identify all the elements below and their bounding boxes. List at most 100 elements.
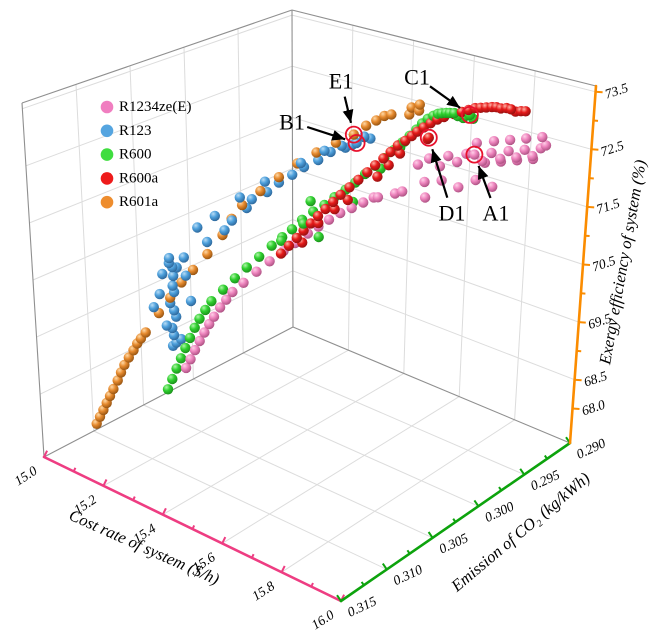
floor-grid-emission xyxy=(193,378,479,507)
data-point-R123 xyxy=(148,302,159,313)
data-point-R1234ze(E) xyxy=(476,155,488,167)
floor-grid-emission xyxy=(143,404,433,539)
data-point-R123 xyxy=(219,225,230,236)
floor-grid-emission xyxy=(93,430,388,570)
data-point-R1234ze(E) xyxy=(470,174,481,186)
tick-mark xyxy=(578,321,586,324)
leftwall-grid-z xyxy=(39,270,294,395)
rightwall-grid-z xyxy=(292,168,584,265)
floor-grid-cost xyxy=(162,372,405,516)
highlight-circle-B1 xyxy=(347,134,366,152)
data-point-R601a xyxy=(371,115,382,126)
data-point-R600a xyxy=(327,196,339,208)
data-point-R600a xyxy=(320,203,331,215)
data-point-R601a xyxy=(330,137,342,148)
data-point-R1234ze(E) xyxy=(443,150,454,162)
data-point-R1234ze(E) xyxy=(488,136,500,147)
data-point-R600a xyxy=(353,174,364,185)
data-point-R600 xyxy=(276,235,287,246)
cost-tick-label: 16.0 xyxy=(309,607,337,633)
box-edge xyxy=(21,102,45,458)
highlight-circle-C1 xyxy=(460,106,479,124)
data-point-R601a xyxy=(414,99,425,110)
floor-grid-cost xyxy=(221,396,460,544)
data-point-R600 xyxy=(298,218,309,229)
annotation-arrow-C1 xyxy=(429,85,461,109)
tick-mark xyxy=(452,518,457,523)
annotations: A1 B1 C1 D1 E1 xyxy=(279,65,509,226)
data-point-R600a xyxy=(344,182,355,193)
tick-mark xyxy=(280,565,286,573)
data-point-R1234ze(E) xyxy=(540,140,552,151)
rightwall-grid-z xyxy=(292,270,575,381)
emission-tick-label: 0.315 xyxy=(345,593,379,620)
data-point-R600 xyxy=(189,322,200,333)
legend-label-R600: R600 xyxy=(119,147,152,163)
data-point-R1234ze(E) xyxy=(527,150,538,162)
legend-label-R1234ze(E): R1234ze(E) xyxy=(119,99,191,115)
data-point-R1234ze(E) xyxy=(451,156,463,168)
data-point-R1234ze(E) xyxy=(511,152,522,163)
data-point-R600a xyxy=(291,232,302,244)
data-point-R1234ze(E) xyxy=(419,192,431,203)
data-point-R600a xyxy=(423,132,434,143)
data-point-R600a xyxy=(394,148,406,159)
data-point-R1234ze(E) xyxy=(221,294,232,305)
data-point-R123 xyxy=(161,320,172,331)
data-point-R1234ze(E) xyxy=(519,144,530,155)
tick-mark xyxy=(427,531,434,539)
data-point-R123 xyxy=(192,222,203,233)
data-point-R600 xyxy=(184,332,196,344)
data-point-R600 xyxy=(305,196,316,207)
cost-axis-title: Cost rate of system ($/h) xyxy=(66,505,222,588)
data-point-R1234ze(E) xyxy=(412,159,424,170)
tick-mark xyxy=(161,507,167,516)
data-point-R600 xyxy=(180,342,191,354)
data-point-R600 xyxy=(266,240,277,251)
data-point-R1234ze(E) xyxy=(227,286,238,298)
data-point-R601a xyxy=(187,264,199,276)
tick-mark xyxy=(72,467,77,472)
data-point-R1234ze(E) xyxy=(453,182,464,193)
legend-label-R601a: R601a xyxy=(119,194,159,210)
data-point-R1234ze(E) xyxy=(214,302,226,313)
data-point-R1234ze(E) xyxy=(521,133,532,144)
data-point-R600a xyxy=(283,240,295,251)
data-point-R1234ze(E) xyxy=(264,256,275,267)
data-point-R123 xyxy=(226,215,238,226)
data-point-R600 xyxy=(217,284,229,295)
data-point-R600a xyxy=(312,210,324,222)
data-point-R1234ze(E) xyxy=(346,202,357,214)
tick-mark xyxy=(591,148,599,151)
tick-mark xyxy=(250,553,255,559)
legend-marker-R1234ze(E) xyxy=(100,100,114,114)
tick-mark xyxy=(43,450,48,458)
data-point-R600 xyxy=(254,251,265,262)
data-point-R1234ze(E) xyxy=(194,335,205,347)
data-point-R600 xyxy=(171,363,182,374)
data-point-R600 xyxy=(194,313,205,324)
highlight-circle-A1 xyxy=(465,145,484,164)
tick-mark xyxy=(360,581,365,586)
data-point-R1234ze(E) xyxy=(503,145,514,157)
box-edge xyxy=(291,9,294,328)
data-point-R600a xyxy=(362,167,373,178)
rightwall-grid-z xyxy=(291,14,596,93)
tick-mark xyxy=(221,536,227,544)
data-point-R1234ze(E) xyxy=(487,181,498,192)
data-point-R1234ze(E) xyxy=(208,311,220,322)
data-point-R600a xyxy=(378,153,389,164)
data-point-R1234ze(E) xyxy=(185,354,196,365)
data-point-R123 xyxy=(201,236,213,248)
legend-label-R123: R123 xyxy=(119,123,152,139)
data-point-R123 xyxy=(185,295,197,307)
annotation-label-E1: E1 xyxy=(329,69,353,94)
tick-mark xyxy=(310,582,314,588)
annotation-arrow-D1 xyxy=(430,148,449,199)
annotation-arrow-E1 xyxy=(342,96,354,124)
data-point-R600a xyxy=(275,248,287,259)
annotation-arrow-B1 xyxy=(306,125,346,141)
tick-mark xyxy=(582,263,591,266)
data-point-R1234ze(E) xyxy=(423,153,435,164)
